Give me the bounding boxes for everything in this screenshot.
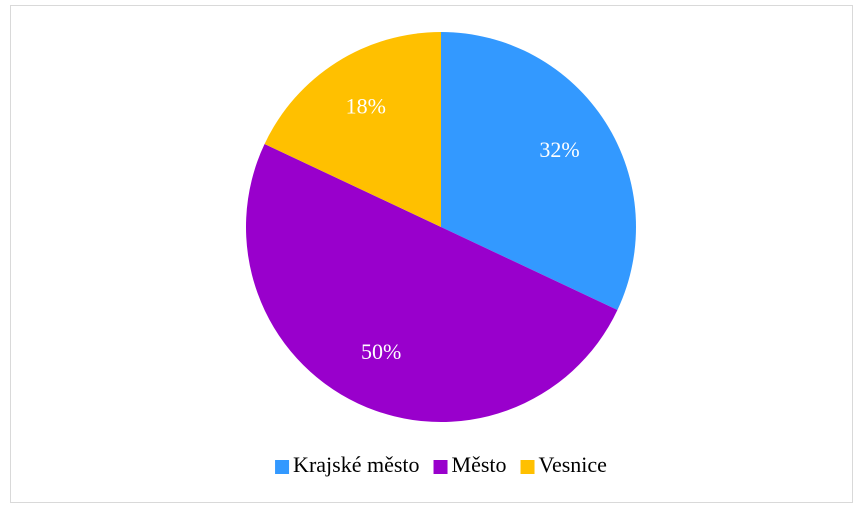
legend-swatch	[275, 460, 290, 474]
pie-slice	[246, 143, 618, 423]
legend-label: Krajské město	[293, 452, 419, 477]
legend-swatch	[520, 460, 535, 474]
legend-swatch	[433, 460, 448, 474]
pie-slice	[441, 32, 636, 311]
data-label: 32%	[539, 137, 579, 162]
data-label: 50%	[361, 339, 401, 364]
data-label: 18%	[346, 94, 386, 119]
legend: Krajské město Město Vesnice	[275, 452, 607, 477]
legend-label: Vesnice	[539, 452, 607, 477]
pie-slice	[264, 32, 441, 227]
legend-label: Město	[452, 452, 507, 477]
